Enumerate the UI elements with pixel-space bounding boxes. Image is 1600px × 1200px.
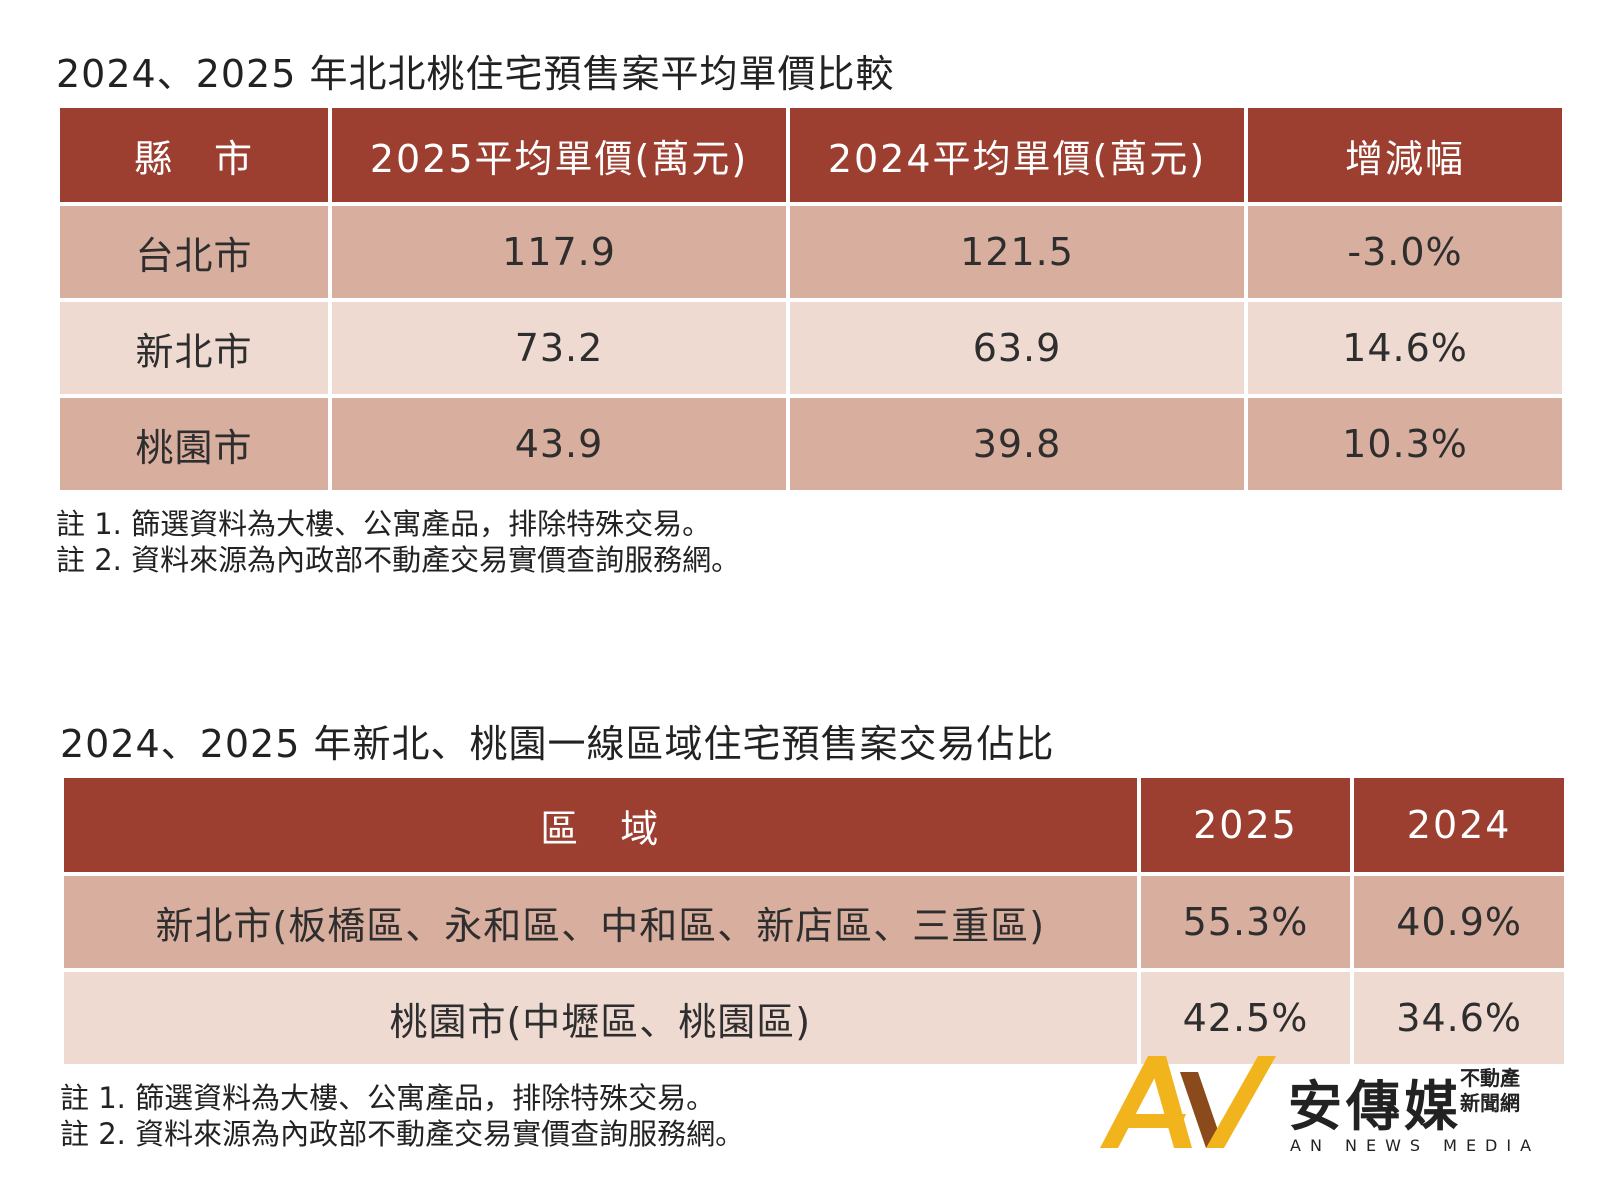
header-change: 增減幅	[1244, 104, 1566, 206]
cell-2025-price: 73.2	[328, 298, 790, 398]
logo-name-en: AN NEWS MEDIA	[1290, 1136, 1541, 1155]
header-2024-price: 2024平均單價(萬元)	[786, 104, 1248, 206]
price-comparison-section: 2024、2025 年北北桃住宅預售案平均單價比較 縣 市 2025平均單價(萬…	[56, 48, 1566, 578]
cell-2024-price: 39.8	[786, 394, 1248, 494]
cell-city: 新北市	[56, 298, 332, 398]
cell-city: 桃園市	[56, 394, 332, 494]
table2-notes: 註 1. 篩選資料為大樓、公寓產品，排除特殊交易。 註 2. 資料來源為內政部不…	[60, 1080, 1568, 1152]
cell-2024-share: 40.9%	[1350, 872, 1568, 972]
logo-tagline: 不動產 新聞網	[1460, 1066, 1540, 1116]
cell-2024-share: 34.6%	[1350, 968, 1568, 1068]
cell-region: 桃園市(中壢區、桃園區)	[60, 968, 1141, 1068]
table-row: 桃園市 43.9 39.8 10.3%	[56, 394, 1566, 494]
table-header-row: 區 域 2025 2024	[60, 774, 1568, 876]
header-region: 區 域	[60, 774, 1141, 876]
table1-notes: 註 1. 篩選資料為大樓、公寓產品，排除特殊交易。 註 2. 資料來源為內政部不…	[56, 506, 1562, 578]
note-2: 註 2. 資料來源為內政部不動產交易實價查詢服務網。	[56, 543, 741, 577]
header-city: 縣 市	[56, 104, 332, 206]
table2-title: 2024、2025 年新北、桃園一線區域住宅預售案交易佔比	[60, 722, 1055, 766]
an-logo-mark-icon	[1100, 1056, 1276, 1148]
cell-change: 10.3%	[1244, 394, 1566, 494]
cell-2024-price: 121.5	[786, 202, 1248, 302]
table-row: 新北市 73.2 63.9 14.6%	[56, 298, 1566, 398]
transaction-share-table: 區 域 2025 2024 新北市(板橋區、永和區、中和區、新店區、三重區) 5…	[60, 774, 1568, 1068]
header-2025: 2025	[1136, 774, 1355, 876]
cell-2024-price: 63.9	[786, 298, 1248, 398]
table-header-row: 縣 市 2025平均單價(萬元) 2024平均單價(萬元) 增減幅	[56, 104, 1566, 206]
header-2025-price: 2025平均單價(萬元)	[328, 104, 790, 206]
note-2: 註 2. 資料來源為內政部不動產交易實價查詢服務網。	[60, 1117, 745, 1151]
note-1: 註 1. 篩選資料為大樓、公寓產品，排除特殊交易。	[56, 507, 712, 541]
logo-tag-line2: 新聞網	[1460, 1091, 1520, 1115]
cell-2025-share: 55.3%	[1136, 872, 1355, 972]
table1-title: 2024、2025 年北北桃住宅預售案平均單價比較	[56, 52, 895, 96]
logo-name-cn: 安傳媒	[1288, 1075, 1462, 1138]
header-2024: 2024	[1350, 774, 1568, 876]
cell-region: 新北市(板橋區、永和區、中和區、新店區、三重區)	[60, 872, 1141, 972]
cell-2025-price: 43.9	[328, 394, 790, 494]
cell-change: 14.6%	[1244, 298, 1566, 398]
transaction-share-section: 2024、2025 年新北、桃園一線區域住宅預售案交易佔比 區 域 2025 2…	[60, 718, 1568, 1152]
table-row: 新北市(板橋區、永和區、中和區、新店區、三重區) 55.3% 40.9%	[60, 872, 1568, 972]
logo-tag-line1: 不動產	[1460, 1066, 1520, 1090]
an-news-media-logo: 安傳媒 不動產 新聞網 AN NEWS MEDIA	[1100, 1052, 1540, 1162]
cell-city: 台北市	[56, 202, 332, 302]
table-row: 桃園市(中壢區、桃園區) 42.5% 34.6%	[60, 968, 1568, 1068]
price-comparison-table: 縣 市 2025平均單價(萬元) 2024平均單價(萬元) 增減幅 台北市 11…	[56, 104, 1566, 494]
note-1: 註 1. 篩選資料為大樓、公寓產品，排除特殊交易。	[60, 1081, 716, 1115]
cell-change: -3.0%	[1244, 202, 1566, 302]
cell-2025-price: 117.9	[328, 202, 790, 302]
cell-2025-share: 42.5%	[1136, 968, 1355, 1068]
table-row: 台北市 117.9 121.5 -3.0%	[56, 202, 1566, 302]
